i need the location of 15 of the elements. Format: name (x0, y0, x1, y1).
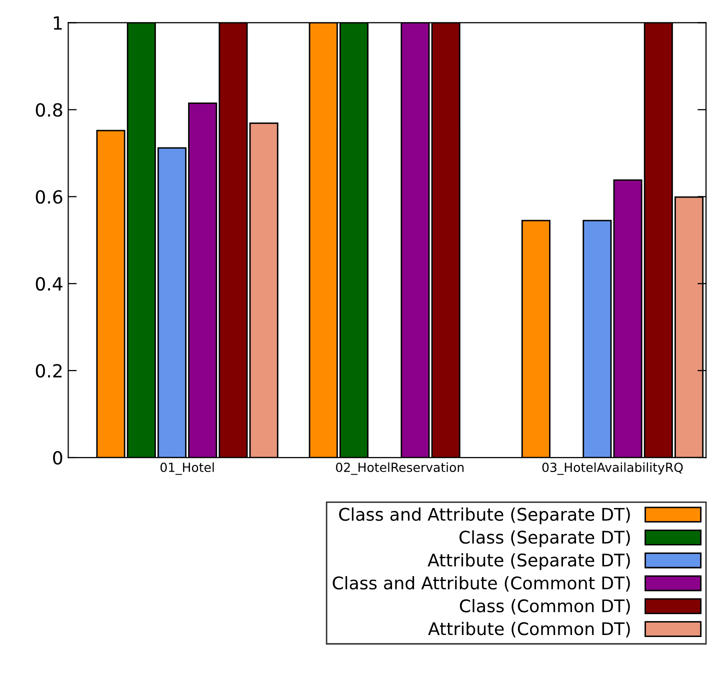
y-tick-label: 0 (53, 450, 62, 465)
y-tick-label: 1 (54, 16, 62, 30)
x-tick-label: 01_Hotel (160, 462, 214, 475)
legend-label: Attribute (Common DT) (428, 622, 630, 638)
x-tick-label: 02_HotelReservation (336, 462, 464, 475)
y-tick-label: 0.4 (36, 277, 62, 291)
legend-label: Class and Attribute (Separate DT) (339, 507, 630, 524)
legend-label: Class (Common DT) (460, 598, 630, 614)
x-tick-label: 03_HotelAvailabilityRQ (542, 462, 683, 475)
y-tick-label: 0.8 (36, 103, 62, 117)
legend-label: Class and Attribute (Commont DT) (332, 576, 630, 592)
legend-label: Attribute (Separate DT) (428, 553, 630, 570)
y-tick-label: 0.6 (36, 190, 62, 204)
y-tick-label: 0.2 (36, 364, 62, 378)
legend-label: Class (Separate DT) (459, 530, 630, 548)
